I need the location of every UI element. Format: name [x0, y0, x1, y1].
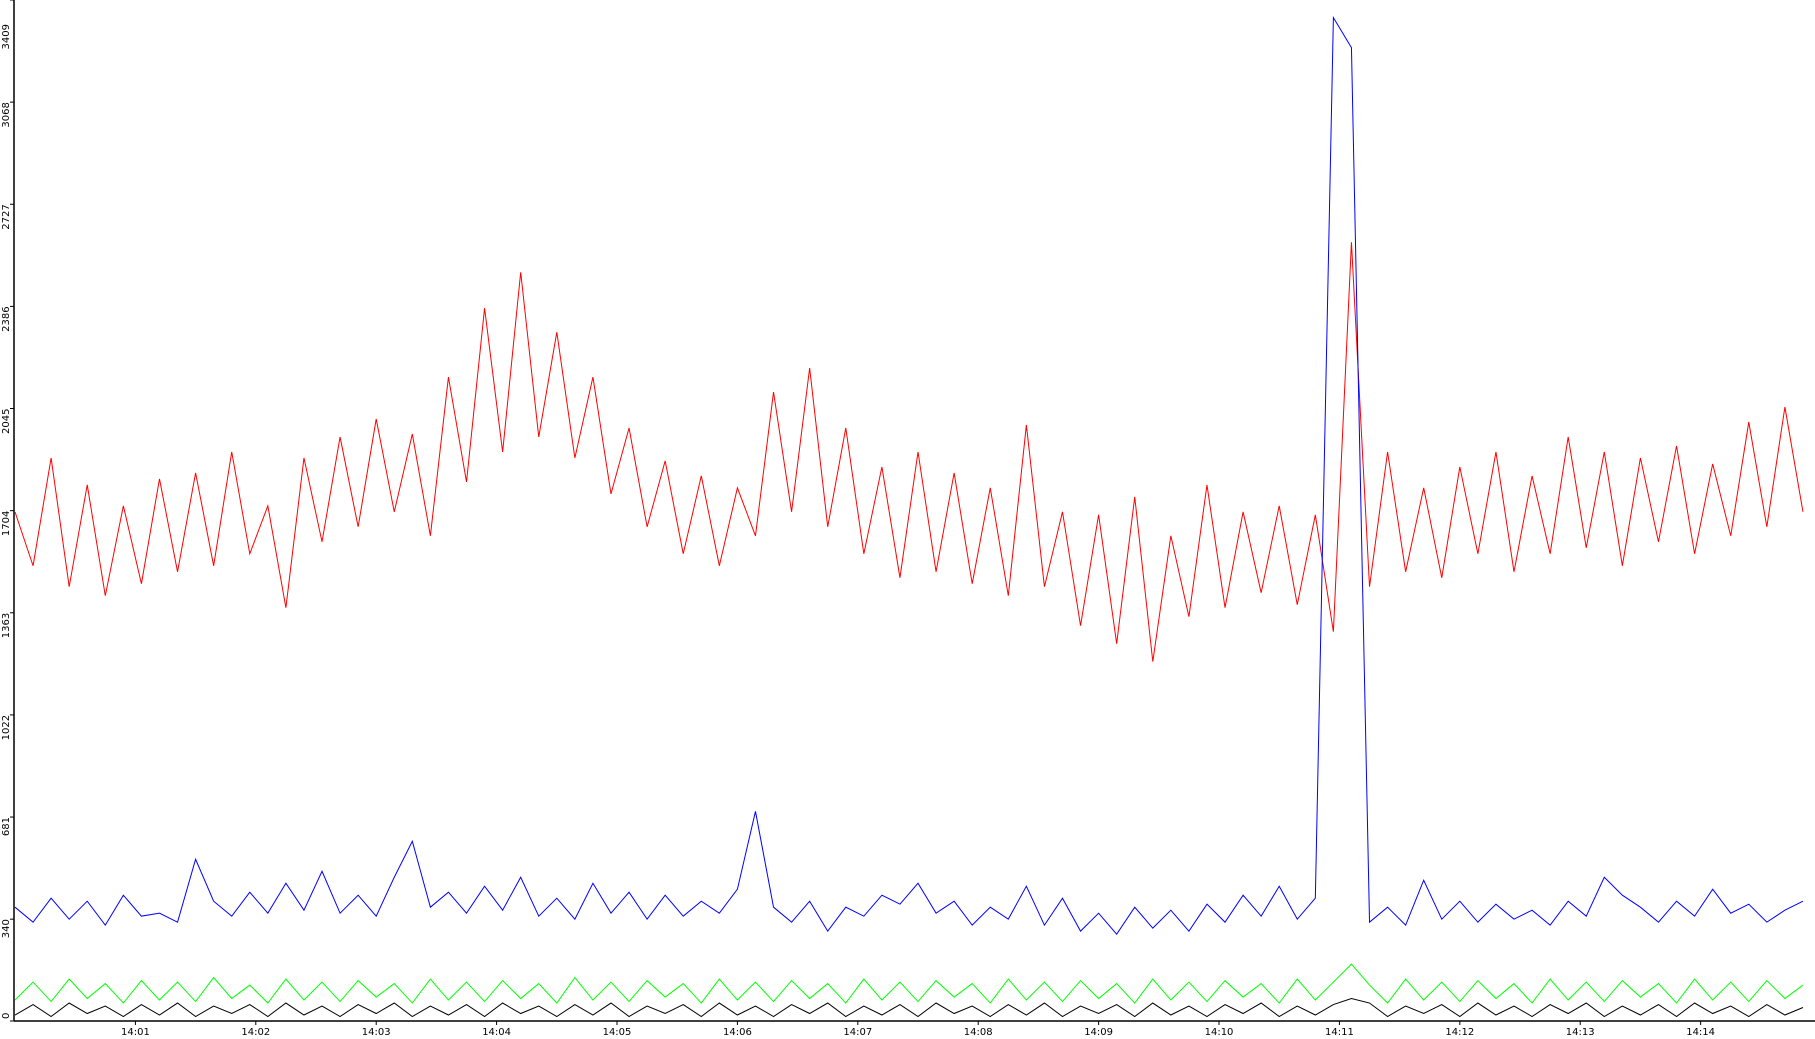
y-tick-label: 1022	[1, 715, 12, 740]
x-tick-label: 14:03	[362, 1027, 391, 1038]
y-tick-label: 3068	[1, 102, 12, 127]
y-tick-label: 681	[1, 817, 12, 836]
x-tick-label: 14:13	[1566, 1027, 1595, 1038]
series-line	[14, 242, 1804, 662]
y-tick-label: 2386	[1, 306, 12, 331]
x-tick-label: 14:12	[1445, 1027, 1474, 1038]
x-tick-label: 14:04	[482, 1027, 511, 1038]
series-line	[14, 963, 1804, 1004]
x-tick-label: 14:02	[241, 1027, 270, 1038]
x-tick-label: 14:06	[723, 1027, 752, 1038]
series-line	[14, 15, 1804, 935]
y-tick-label: 1704	[1, 511, 12, 536]
y-tick-label: 1363	[1, 613, 12, 638]
y-tick-label: 3409	[1, 24, 12, 49]
y-tick-label: 2045	[1, 409, 12, 434]
x-tick-label: 14:05	[603, 1027, 632, 1038]
y-tick-label: 2727	[1, 204, 12, 229]
x-tick-label: 14:11	[1325, 1027, 1354, 1038]
series-line	[14, 998, 1804, 1018]
y-tick-label: 0	[1, 1013, 12, 1019]
x-tick-label: 14:09	[1084, 1027, 1113, 1038]
x-tick-label: 14:07	[843, 1027, 872, 1038]
x-tick-label: 14:08	[964, 1027, 993, 1038]
y-tick-label: 340	[1, 919, 12, 938]
x-tick-label: 14:01	[121, 1027, 150, 1038]
x-tick-label: 14:14	[1686, 1027, 1715, 1038]
x-tick-label: 14:10	[1205, 1027, 1234, 1038]
